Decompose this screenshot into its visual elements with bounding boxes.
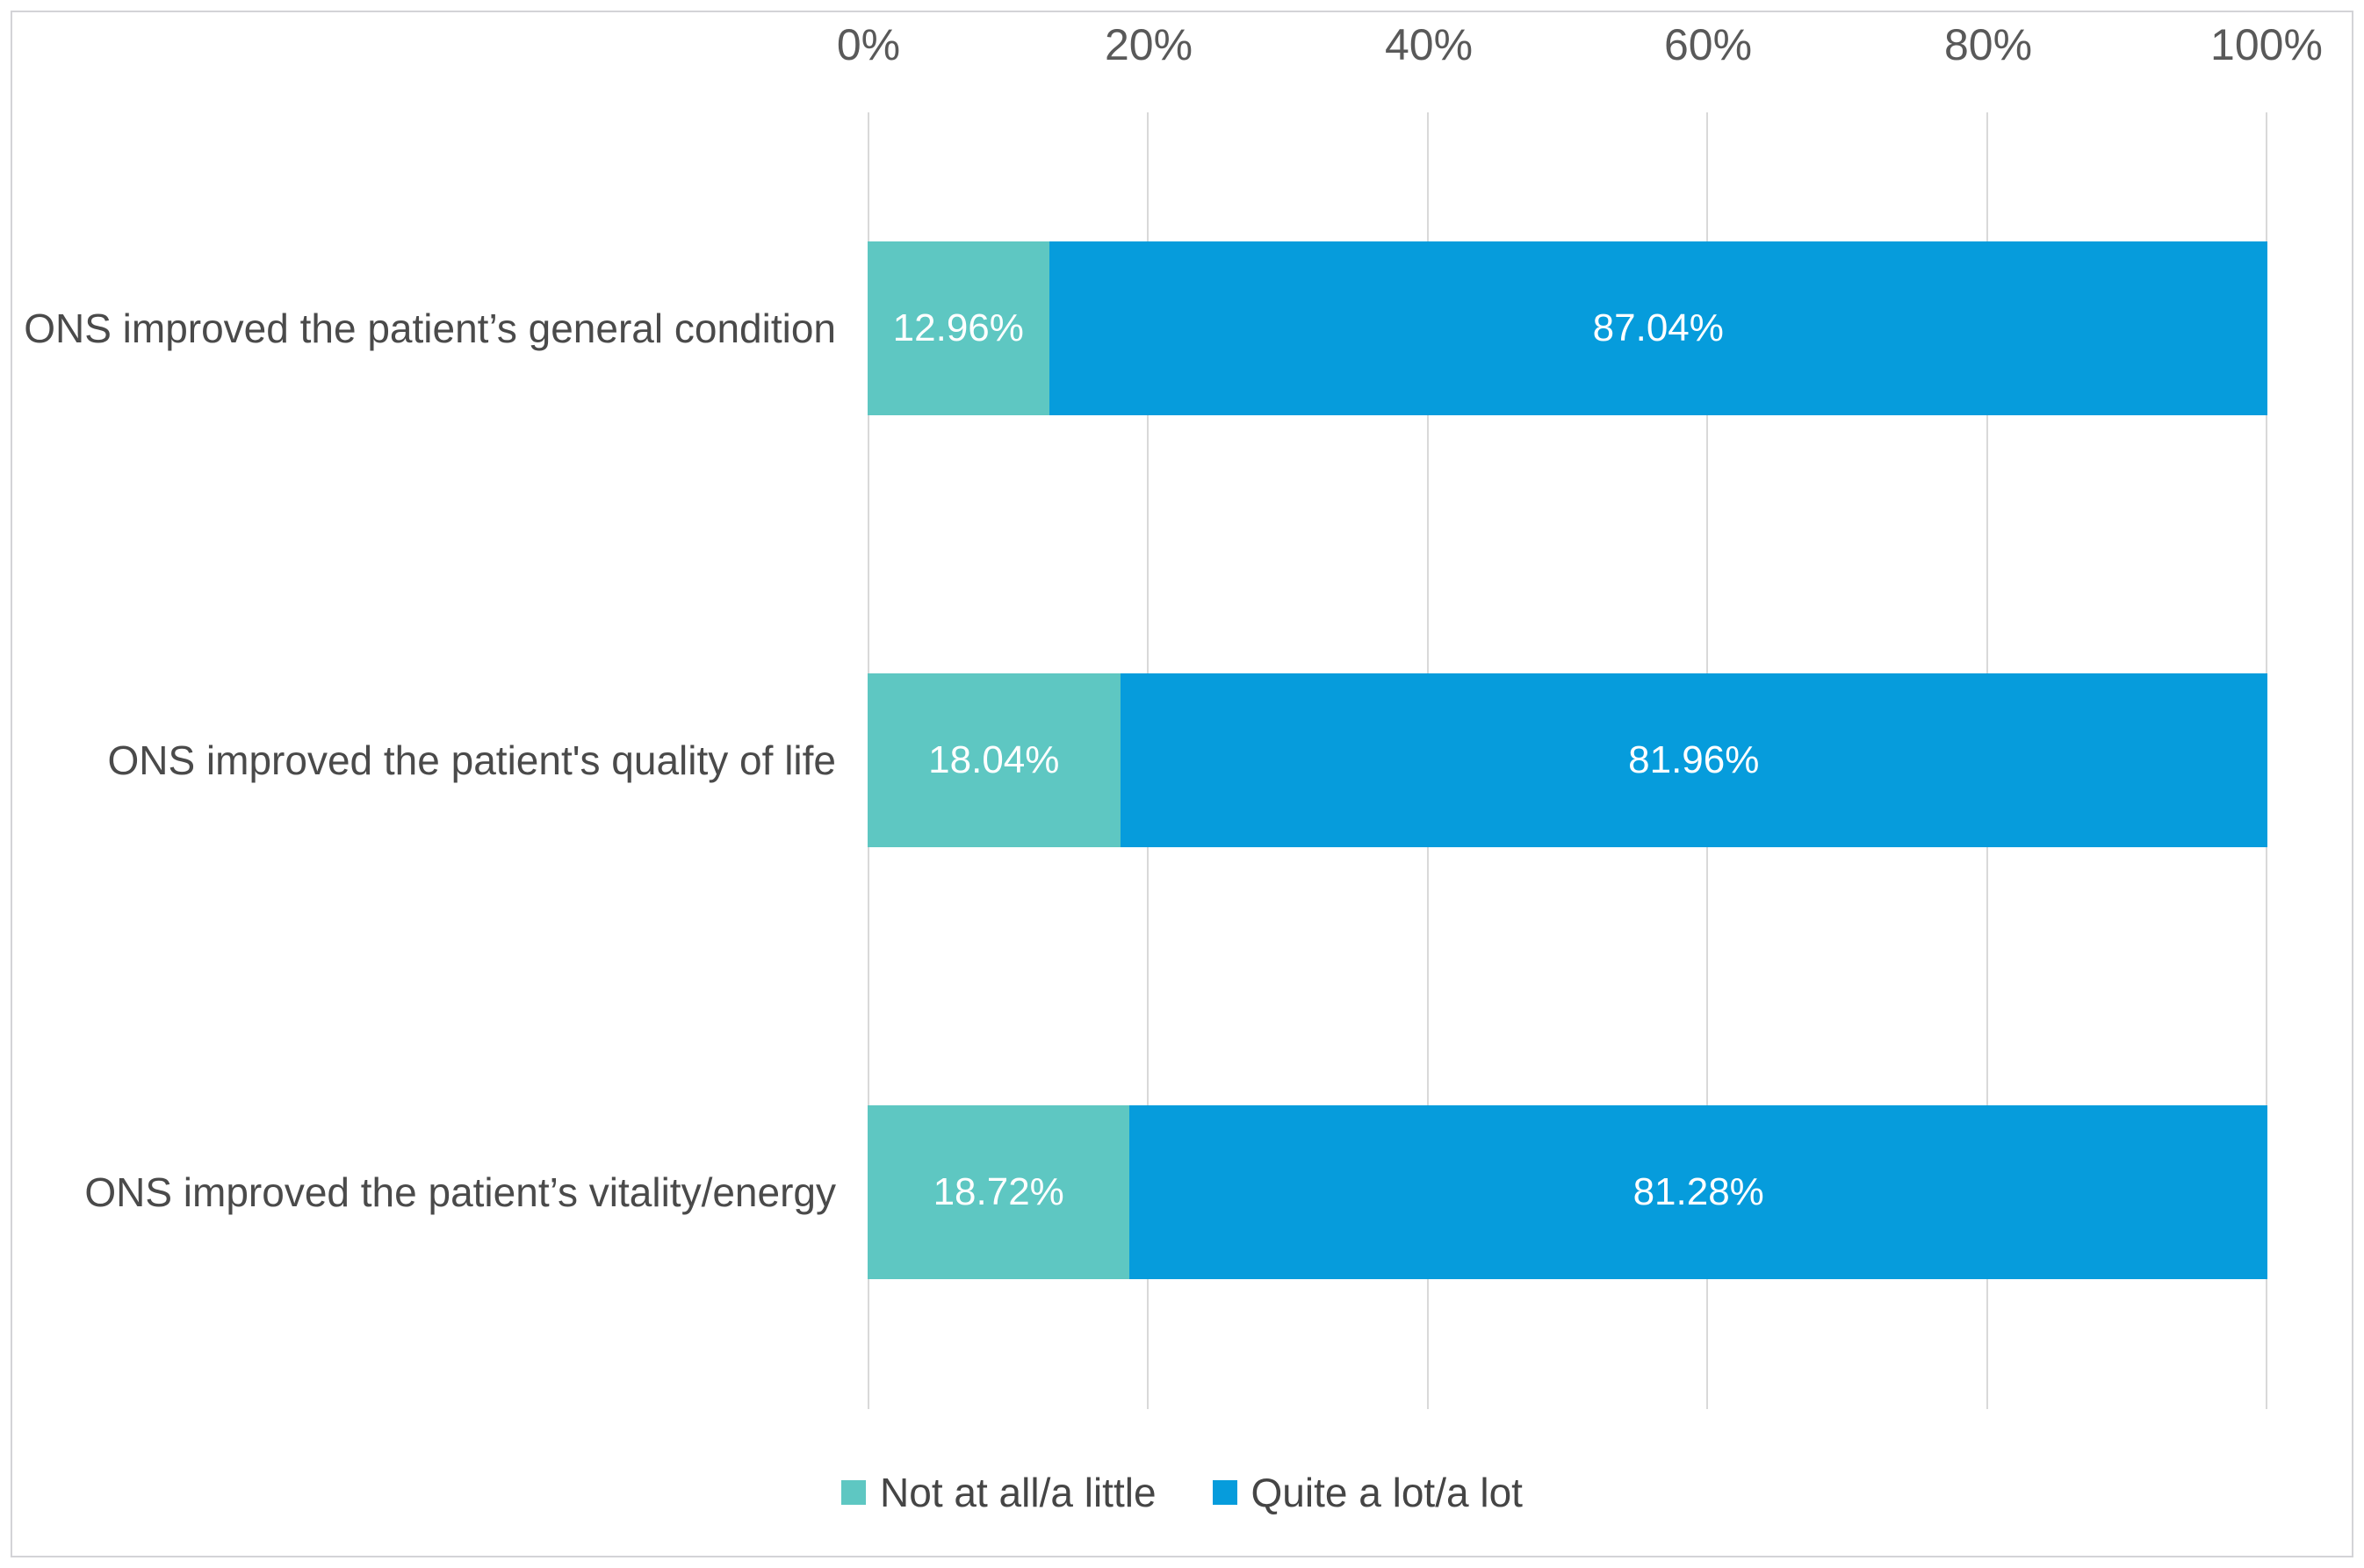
legend-item-not-at-all: Not at all/a little <box>841 1469 1157 1516</box>
bar-segment-quite-a-lot: 81.96% <box>1120 673 2267 847</box>
x-axis-tick-20: 20% <box>1104 20 1193 69</box>
x-axis-tick-60: 60% <box>1663 20 1753 69</box>
bar-segment-not-at-all: 18.72% <box>868 1105 1130 1279</box>
chart-legend: Not at all/a little Quite a lot/a lot <box>0 1464 2364 1521</box>
legend-label-not-at-all: Not at all/a little <box>880 1470 1157 1515</box>
bar-segment-not-at-all: 18.04% <box>868 673 1121 847</box>
legend-label-quite-a-lot: Quite a lot/a lot <box>1250 1470 1523 1515</box>
x-axis-tick-80: 80% <box>1943 20 2033 69</box>
category-label-general-condition: ONS improved the patient’s general condi… <box>24 306 836 351</box>
bar-segment-quite-a-lot: 81.28% <box>1129 1105 2267 1279</box>
x-axis-tick-40: 40% <box>1384 20 1474 69</box>
bar-general-condition: 12.96% 87.04% <box>868 241 2267 415</box>
x-axis-tick-0: 0% <box>836 20 901 69</box>
bar-segment-not-at-all: 12.96% <box>868 241 1049 415</box>
bar-segment-quite-a-lot: 87.04% <box>1049 241 2267 415</box>
bar-vitality-energy: 18.72% 81.28% <box>868 1105 2267 1279</box>
legend-swatch-teal-icon <box>841 1480 867 1505</box>
category-label-quality-of-life: ONS improved the patient's quality of li… <box>107 737 836 783</box>
legend-item-quite-a-lot: Quite a lot/a lot <box>1212 1469 1523 1516</box>
legend-swatch-blue-icon <box>1212 1480 1237 1505</box>
category-label-vitality-energy: ONS improved the patient’s vitality/ener… <box>84 1169 836 1215</box>
bar-quality-of-life: 18.04% 81.96% <box>868 673 2267 847</box>
x-axis-tick-100: 100% <box>2210 20 2323 69</box>
